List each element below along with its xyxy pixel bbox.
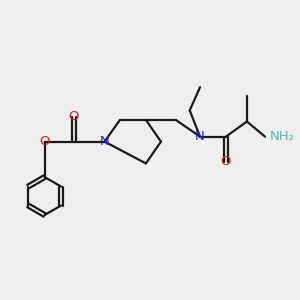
Text: N: N xyxy=(100,135,110,148)
Text: N: N xyxy=(195,130,205,143)
Text: NH₂: NH₂ xyxy=(270,130,295,143)
Text: O: O xyxy=(39,135,50,148)
Text: O: O xyxy=(221,155,231,168)
Text: O: O xyxy=(69,110,79,123)
